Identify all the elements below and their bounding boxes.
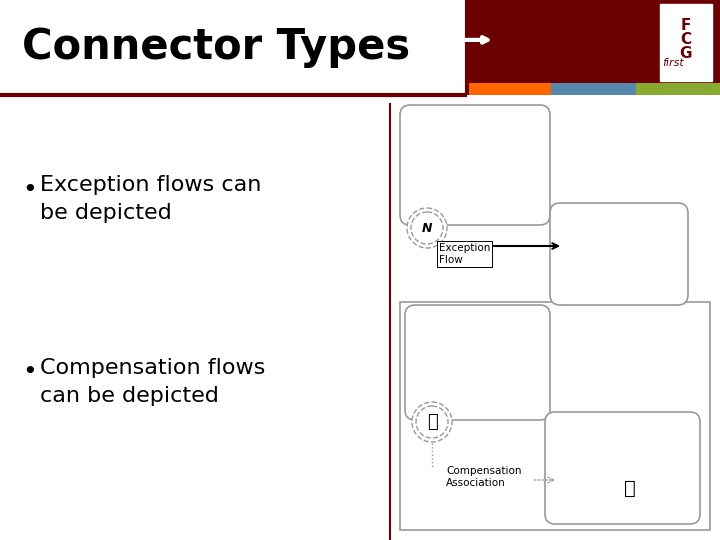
Text: first: first [662, 58, 684, 68]
Text: •: • [22, 178, 37, 202]
Text: Exception flows can
be depicted: Exception flows can be depicted [40, 175, 261, 223]
Bar [636, 83, 720, 95]
Bar [467, 0, 720, 95]
FancyBboxPatch shape [405, 305, 550, 420]
Text: •: • [22, 360, 37, 384]
Bar [660, 4, 712, 81]
Text: G: G [680, 46, 692, 61]
FancyBboxPatch shape [545, 412, 700, 524]
Text: Compensation flows
can be depicted: Compensation flows can be depicted [40, 358, 266, 406]
FancyBboxPatch shape [400, 105, 550, 225]
Text: Exception
Flow: Exception Flow [439, 243, 490, 265]
Circle shape [416, 406, 448, 438]
Circle shape [412, 402, 452, 442]
Circle shape [407, 208, 447, 248]
Text: Compensation
Association: Compensation Association [446, 466, 521, 488]
Text: ⏪: ⏪ [427, 413, 437, 431]
Bar [467, 83, 552, 95]
Circle shape [411, 212, 443, 244]
FancyBboxPatch shape [550, 203, 688, 305]
Text: Connector Types: Connector Types [22, 26, 410, 69]
Text: C: C [680, 32, 692, 47]
Bar [400, 302, 710, 530]
Text: N: N [422, 221, 432, 234]
Text: F: F [681, 18, 691, 33]
Text: ⏪: ⏪ [624, 478, 636, 497]
Bar [0, 0, 472, 95]
Bar [552, 83, 636, 95]
